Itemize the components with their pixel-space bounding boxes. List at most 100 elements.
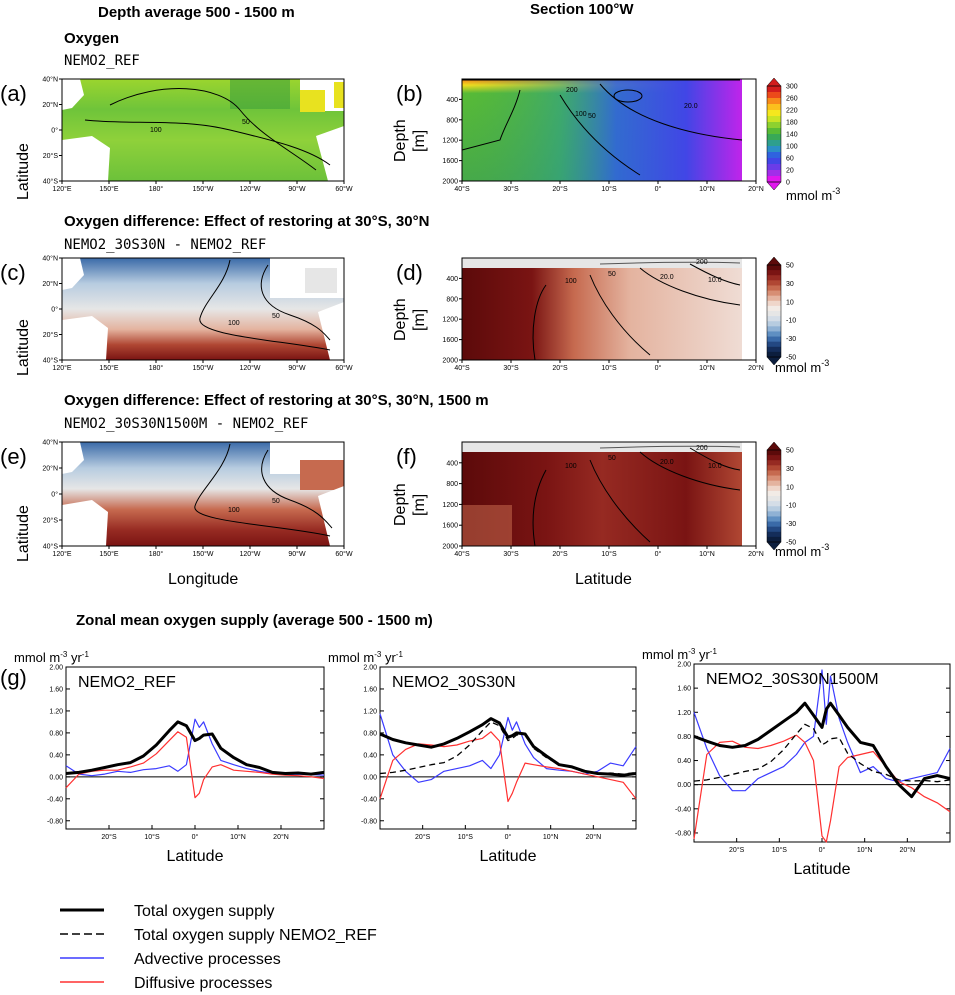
cbar-b-swatch <box>767 92 781 99</box>
cbar-f-tick-label: -30 <box>786 521 796 528</box>
chart-g2-ytick-label: 1.60 <box>363 686 377 693</box>
cbar-d-tick-label: 30 <box>786 281 794 288</box>
section-b-xtick-label: 10°N <box>699 185 715 193</box>
map-e-xtick-label: 150°E <box>99 550 118 558</box>
col-header-right: Section 100°W <box>530 1 634 18</box>
chart-g1-xtick-label: 0° <box>192 833 199 841</box>
cbar-b-swatch <box>767 164 781 171</box>
section-d-xtick-label: 30°S <box>503 364 519 372</box>
section-b-contour-20 <box>599 83 743 141</box>
cbar-d-unit: mmol m-3 <box>775 358 829 375</box>
chart-g1-xtick-label: 20°N <box>273 833 289 841</box>
cbar-d-swatch <box>767 331 781 338</box>
chart-g2-xtick-label: 20°N <box>586 833 602 841</box>
cbar-b-swatch <box>767 176 781 183</box>
map-a-contour-50 <box>109 88 317 171</box>
chart-g1-ytick-label: 1.20 <box>49 708 63 715</box>
section-b-ytick-label: 1200 <box>442 138 458 145</box>
map-c-ytick-label: 40°N <box>42 255 58 263</box>
section-f-clabel-10: 10.0 <box>708 463 722 470</box>
section-d-ylabel-2: [m] <box>411 309 428 331</box>
cbar-f-swatch <box>767 516 781 523</box>
chart-g2-inset-label: NEMO2_30S30N <box>392 674 516 691</box>
chart-g3-ytick-label: 0.80 <box>677 734 691 741</box>
chart-g2-ylabel-part: yr <box>381 650 396 665</box>
map-e-land-asia <box>62 442 84 474</box>
map-e-xtick-label: 180° <box>149 550 164 558</box>
cbar-b-tick-label: 300 <box>786 84 798 91</box>
cbar-d-swatch <box>767 351 781 358</box>
cbar-b-tick-label: 140 <box>786 132 798 139</box>
section-b-clabel-100: 100 <box>575 111 587 118</box>
zonal-title: Zonal mean oxygen supply (average 500 - … <box>76 612 433 629</box>
row3-title: Oxygen difference: Effect of restoring a… <box>64 392 489 409</box>
map-e-contour-50 <box>261 449 333 529</box>
chart-g3-ylabel-part: -1 <box>710 647 718 656</box>
panel-label-d: (d) <box>396 260 423 285</box>
map-c-xtick-label: 60°W <box>335 364 353 372</box>
chart-g2-xtick-label: 10°S <box>458 833 474 841</box>
cbar-b-swatch <box>767 152 781 159</box>
cbar-f-top-arrow <box>766 441 782 451</box>
section-f-clabel-50: 50 <box>608 455 616 462</box>
section-d-clabel-10: 10.0 <box>708 277 722 284</box>
map-a-ytick-label: 20°S <box>43 152 59 160</box>
cbar-b-tick-label: 260 <box>786 96 798 103</box>
map-c-xtick-label: 120°W <box>239 364 260 372</box>
section-b-clabel-200: 200 <box>566 87 578 94</box>
map-e-coast-red <box>300 460 344 490</box>
section-d-contour-10 <box>689 263 741 286</box>
chart-g1-xlabel: Latitude <box>167 848 224 865</box>
chart-g2-ytick-label: 0.40 <box>363 752 377 759</box>
chart-g1-ytick-label: 0.40 <box>49 752 63 759</box>
map-a-contour-100 <box>84 119 331 166</box>
section-panel-b: 200 100 50 20.0 <box>461 78 757 182</box>
chart-g3-series-total-oxygen-supply-nemo2-ref <box>693 723 951 783</box>
cbar-b-swatch <box>767 134 781 141</box>
panel-label-b: (b) <box>396 81 423 106</box>
legend-label-advective: Advective processes <box>134 951 281 968</box>
map-e-xtick-label: 120°W <box>239 550 260 558</box>
cbar-f-swatch <box>767 501 781 507</box>
cbar-b-swatch <box>767 158 781 165</box>
section-b-contour-50 <box>559 94 641 176</box>
map-panel-e: 100 50 <box>61 441 345 547</box>
chart-g2-frame <box>379 666 637 830</box>
map-a-land-sa <box>316 126 344 181</box>
section-d-xtick-label: 40°S <box>454 364 470 372</box>
cbar-b-tick-label: 180 <box>786 120 798 127</box>
legend-label-total: Total oxygen supply <box>134 903 275 920</box>
chart-g1-frame <box>65 666 325 830</box>
section-f-ylabel-1: Depth <box>392 483 409 526</box>
map-e-xtick-label: 60°W <box>335 550 353 558</box>
map-e-land-aus <box>62 500 108 546</box>
map-panel-a: 100 50 <box>61 78 345 182</box>
section-b-xtick-label: 30°S <box>503 185 519 193</box>
section-b-contour-min <box>613 89 643 103</box>
cbar-d-swatch <box>767 300 781 307</box>
map-a-clabel-50: 50 <box>242 119 250 126</box>
section-xlabel: Latitude <box>575 571 632 588</box>
section-b-field-low <box>462 79 742 181</box>
chart-g2-xtick-label: 0° <box>505 833 512 841</box>
chart-g3-xtick-label: 10°N <box>857 846 873 854</box>
map-a-xtick-label: 120°E <box>52 185 71 193</box>
cbar-b-swatch <box>767 170 781 177</box>
map-a-xtick-label: 60°W <box>335 185 353 193</box>
chart-g2-ylabel-part: -1 <box>396 650 404 659</box>
cbar-b-tick-label: 220 <box>786 108 798 115</box>
panel-label-c: (c) <box>0 260 26 285</box>
section-d-field <box>462 258 742 360</box>
section-b-xtick-label: 40°S <box>454 185 470 193</box>
section-f-contour-200 <box>599 445 741 449</box>
cbar-d-swatch <box>767 265 781 271</box>
map-a-ytick-label: 0° <box>51 127 58 135</box>
cbar-f-swatch <box>767 506 781 512</box>
chart-g2-xtick-label: 10°N <box>543 833 559 841</box>
cbar-d-swatch <box>767 270 781 276</box>
cbar-f-unit: mmol m-3 <box>775 542 829 559</box>
chart-g2-series-diffusive-processes <box>379 731 637 803</box>
panel-label-a: (a) <box>0 81 27 106</box>
map-panel-c: 100 50 <box>61 257 345 361</box>
